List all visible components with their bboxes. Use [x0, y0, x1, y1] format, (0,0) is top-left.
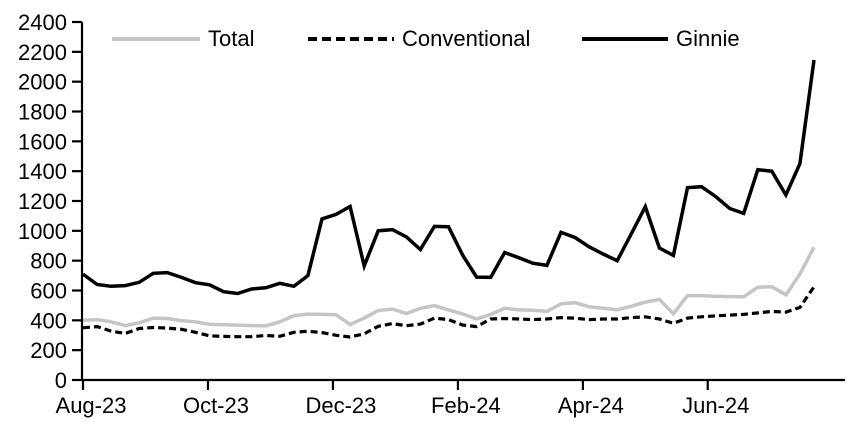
x-tick-label-Apr-24: Apr-24 [558, 393, 624, 418]
series-line-ginnie [81, 59, 816, 296]
y-tick-label-1800: 1800 [18, 100, 67, 125]
y-tick-label-800: 800 [30, 249, 67, 274]
y-tick-label-1000: 1000 [18, 219, 67, 244]
y-tick-label-2000: 2000 [18, 70, 67, 95]
y-tick-label-1600: 1600 [18, 129, 67, 154]
y-tick-label-600: 600 [30, 279, 67, 304]
x-tick-label-Feb-24: Feb-24 [431, 393, 501, 418]
y-tick-label-0: 0 [55, 368, 67, 393]
x-tick-label-Aug-23: Aug-23 [56, 393, 127, 418]
x-tick-label-Oct-23: Oct-23 [183, 393, 249, 418]
series-line-conventional [82, 285, 816, 339]
series-line-total [82, 246, 816, 328]
y-tick-label-200: 200 [30, 338, 67, 363]
y-tick-label-1400: 1400 [18, 159, 67, 184]
y-tick-label-400: 400 [30, 308, 67, 333]
x-tick-label-Jun-24: Jun-24 [682, 393, 749, 418]
x-tick-label-Dec-23: Dec-23 [305, 393, 376, 418]
y-tick-label-2400: 2400 [18, 10, 67, 35]
y-tick-label-1200: 1200 [18, 189, 67, 214]
y-tick-label-2200: 2200 [18, 40, 67, 65]
